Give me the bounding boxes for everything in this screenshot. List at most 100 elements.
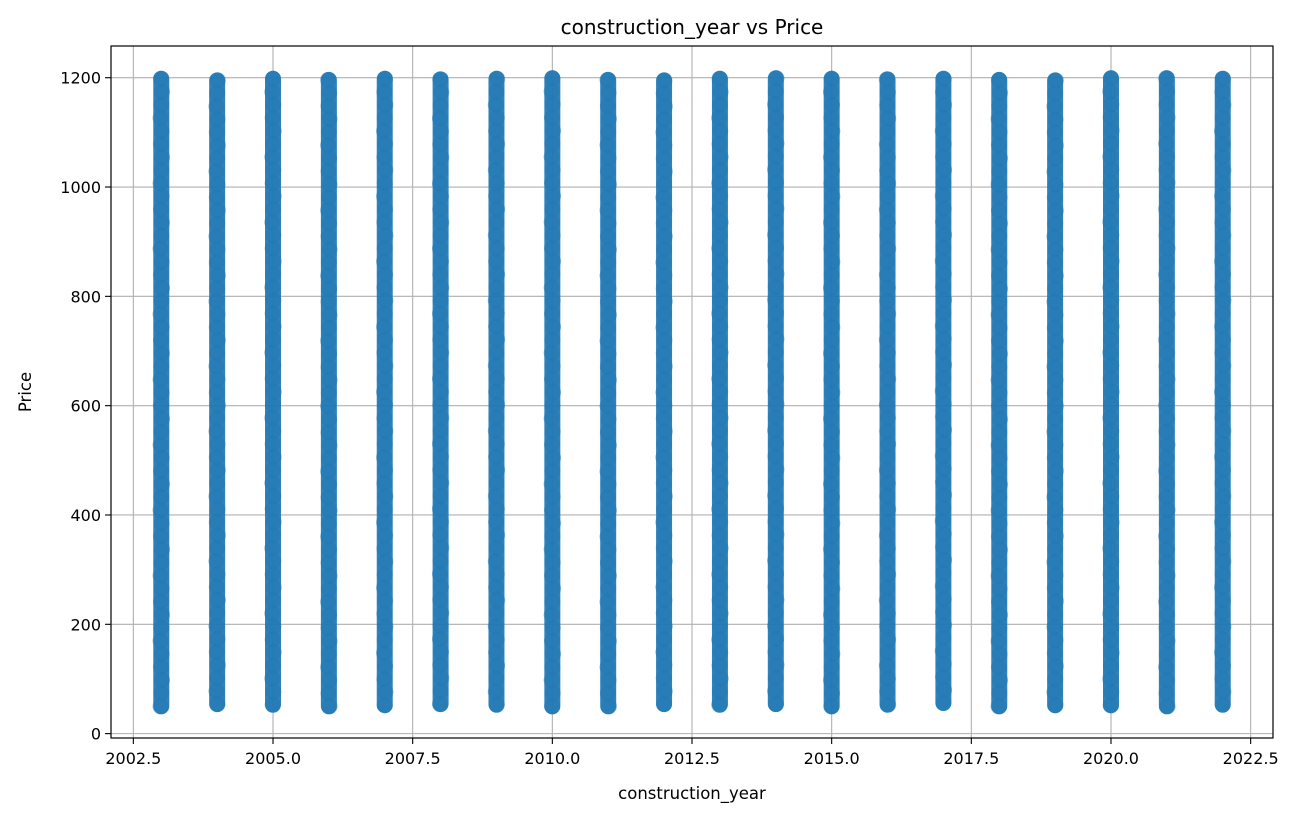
scatter-point [543,109,560,126]
scatter-point [320,580,337,597]
scatter-point [1046,384,1063,401]
scatter-point [264,279,281,296]
scatter-point [1215,657,1232,674]
scatter-point [489,657,506,674]
scatter-point [153,345,170,362]
scatter-point [1214,253,1231,270]
scatter-point [1047,150,1064,167]
scatter-point [711,305,728,322]
scatter-point [934,252,951,269]
scatter-point [991,124,1008,141]
scatter-point [1215,592,1232,609]
scatter-point [1158,188,1175,205]
scatter-point [432,422,449,439]
scatter-point [600,215,617,232]
scatter-point [1047,332,1064,349]
scatter-point [712,83,729,100]
scatter-point [264,370,281,387]
scatter-point [823,136,840,153]
scatter-point [321,502,338,519]
scatter-point [208,644,225,661]
scatter-point [991,345,1008,362]
scatter-point [767,96,784,113]
scatter-point [377,488,394,505]
scatter-point [488,83,505,100]
scatter-point [488,540,505,557]
scatter-point [320,293,337,310]
scatter-point [320,554,337,571]
scatter-point [1046,423,1063,440]
scatter-point [879,449,896,466]
scatter-point [1215,422,1232,439]
scatter-point [935,538,952,555]
scatter-point [878,397,895,414]
scatter-point [377,331,394,348]
scatter-point [488,240,505,257]
scatter-point [768,174,785,191]
scatter-point [991,606,1008,623]
scatter-point [1215,527,1232,544]
scatter-point [936,291,953,308]
scatter-point [1103,96,1120,113]
scatter-point [935,434,952,451]
scatter-point [768,304,785,321]
scatter-point [208,98,225,115]
scatter-point [153,449,170,466]
scatter-point [600,306,617,323]
scatter-point [879,149,896,166]
scatter-point [209,397,226,414]
scatter-point [1102,435,1119,452]
scatter-point [656,72,673,89]
scatter-point [1047,176,1064,193]
scatter-point [1159,541,1176,558]
scatter-point [712,188,729,205]
scatter-point [153,606,170,623]
scatter-point [1214,109,1231,126]
y-tick-label: 0 [91,725,101,744]
scatter-point [487,162,504,179]
scatter-point [153,149,170,166]
scatter-point [264,605,281,622]
scatter-point [320,450,337,467]
scatter-point [824,358,841,375]
scatter-point [320,659,337,676]
scatter-point [880,175,897,192]
scatter-point [935,265,952,282]
scatter-point [376,305,393,322]
scatter-point [712,344,729,361]
scatter-point [767,617,784,634]
scatter-point [377,201,394,218]
scatter-point [656,267,673,284]
scatter-point [432,253,449,270]
scatter-point [208,293,225,310]
scatter-point [1102,605,1119,622]
scatter-point [1215,683,1232,700]
scatter-point [712,409,729,426]
scatter-point [153,410,170,427]
scatter-point [1103,292,1120,309]
scatter-point [935,525,952,542]
point-column [487,70,506,713]
scatter-point [990,698,1007,715]
scatter-point [711,657,728,674]
scatter-point [376,149,393,166]
scatter-point [265,553,282,570]
scatter-point [1158,645,1175,662]
scatter-point [656,176,673,193]
scatter-point [208,488,225,505]
scatter-point [320,267,337,284]
scatter-point [656,488,673,505]
scatter-point [209,696,226,713]
scatter-point [1102,566,1119,583]
scatter-point [433,604,450,621]
scatter-point [1158,331,1175,348]
scatter-point [264,344,281,361]
scatter-point [656,163,673,180]
scatter-point [1047,85,1064,102]
scatter-point [600,698,617,715]
scatter-point [879,410,896,427]
scatter-point [321,672,338,689]
scatter-point [376,671,393,688]
scatter-point [1159,502,1176,519]
scatter-point [599,398,616,415]
